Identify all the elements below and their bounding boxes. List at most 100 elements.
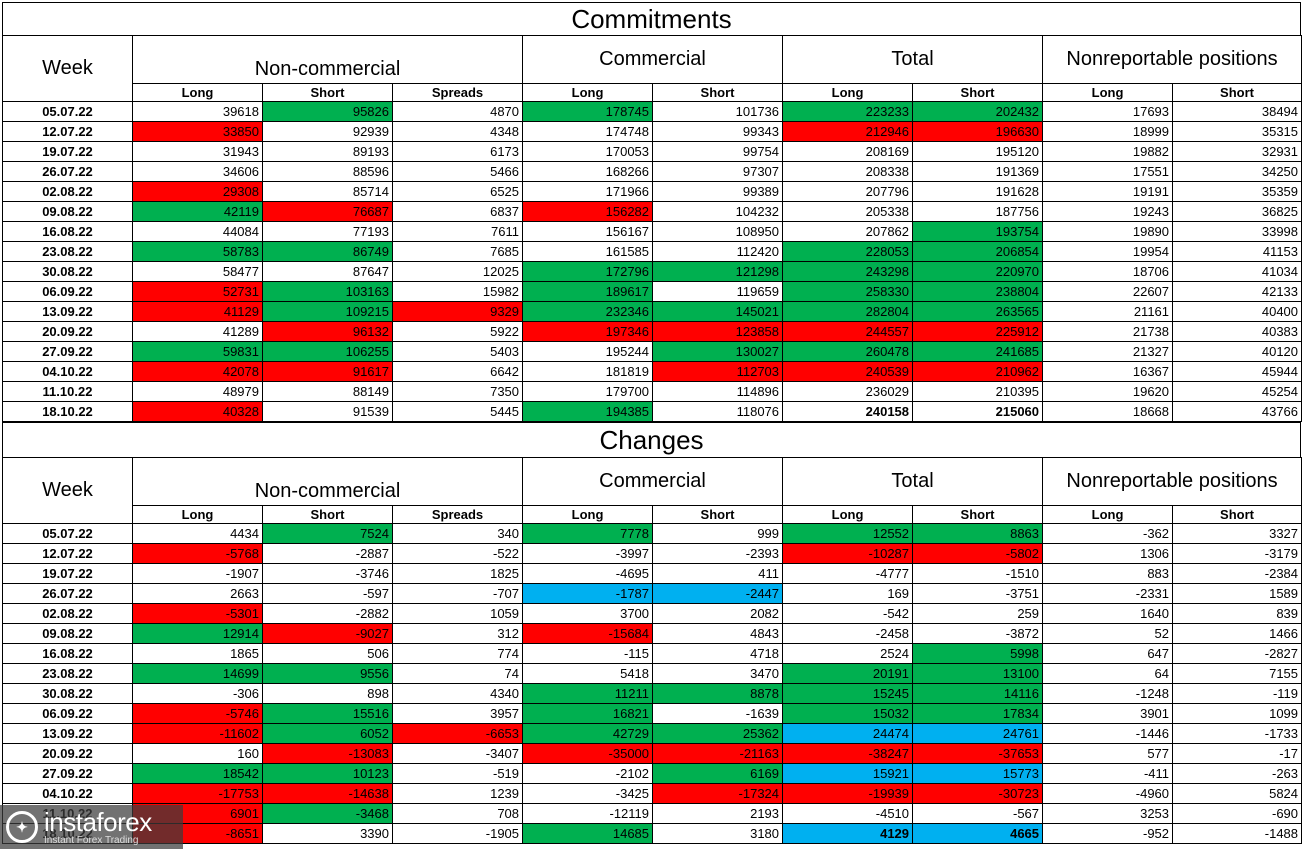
value-cell: 1825 (391, 563, 524, 584)
value-cell: -690 (1172, 803, 1303, 824)
week-cell: 27.09.22 (2, 341, 133, 362)
value-cell: 228053 (782, 241, 914, 262)
value-cell: -30723 (912, 783, 1044, 804)
week-header: Week (2, 457, 133, 524)
value-cell: 1059 (391, 603, 524, 624)
value-cell: 5466 (391, 161, 524, 182)
value-cell: 169 (782, 583, 914, 604)
value-cell: -411 (1042, 763, 1174, 784)
week-cell: 09.08.22 (2, 201, 133, 222)
value-cell: 112420 (652, 241, 784, 262)
value-cell: 4843 (652, 623, 784, 644)
value-cell: 91539 (262, 401, 393, 422)
week-cell: 30.08.22 (2, 683, 133, 704)
week-cell: 06.09.22 (2, 281, 133, 302)
commercial-header: Commercial (522, 35, 784, 84)
value-cell: 174748 (522, 121, 654, 142)
value-cell: 76687 (262, 201, 393, 222)
value-cell: 41289 (132, 321, 263, 342)
value-cell: 3327 (1172, 523, 1303, 544)
value-cell: 202432 (912, 101, 1044, 122)
value-cell: 193754 (912, 221, 1044, 242)
table-row: 18.10.22 40328 91539 5445 194385 118076 240158… (2, 401, 1303, 422)
sub-header: Short (1172, 83, 1303, 102)
value-cell: 191369 (912, 161, 1044, 182)
sub-header: Spreads (391, 83, 524, 102)
value-cell: -3872 (912, 623, 1044, 644)
value-cell: 21161 (1042, 301, 1174, 322)
value-cell: 3901 (1042, 703, 1174, 724)
value-cell: 898 (262, 683, 393, 704)
value-cell: 42133 (1172, 281, 1303, 302)
value-cell: -17 (1172, 743, 1303, 764)
value-cell: 42119 (132, 201, 263, 222)
value-cell: 4718 (652, 643, 784, 664)
value-cell: 14116 (912, 683, 1044, 704)
table-row: 16.08.22 1865 506 774 -115 4718 2524 5998 647 -28… (2, 643, 1303, 664)
value-cell: -35000 (522, 743, 654, 764)
sub-header: Long (132, 83, 263, 102)
value-cell: 7611 (391, 221, 524, 242)
value-cell: 6837 (391, 201, 524, 222)
value-cell: -1787 (522, 583, 654, 604)
week-cell: 23.08.22 (2, 241, 133, 262)
week-cell: 20.09.22 (2, 743, 133, 764)
week-cell: 30.08.22 (2, 261, 133, 282)
table-row: 23.08.22 58783 86749 7685 161585 112420 228053… (2, 241, 1303, 262)
value-cell: 2524 (782, 643, 914, 664)
value-cell: 2082 (652, 603, 784, 624)
week-cell: 19.07.22 (2, 563, 133, 584)
value-cell: 99754 (652, 141, 784, 162)
value-cell: -2887 (262, 543, 393, 564)
value-cell: 1239 (391, 783, 524, 804)
value-cell: 86749 (262, 241, 393, 262)
value-cell: -2384 (1172, 563, 1303, 584)
table-row: 20.09.22 41289 96132 5922 197346 123858 244557… (2, 321, 1303, 342)
week-cell: 16.08.22 (2, 643, 133, 664)
value-cell: -1733 (1172, 723, 1303, 744)
value-cell: 170053 (522, 141, 654, 162)
value-cell: 340 (391, 523, 524, 544)
table-row: 13.09.22 41129 109215 9329 232346 145021 28280… (2, 301, 1303, 322)
changes-section: Changes Week Non-commercial Commercial Total… (2, 422, 1303, 844)
sub-header: Short (262, 83, 393, 102)
commitments-section: Commitments Week Non-commercial Commercial T… (2, 2, 1303, 422)
value-cell: 282804 (782, 301, 914, 322)
value-cell: 5922 (391, 321, 524, 342)
value-cell: -263 (1172, 763, 1303, 784)
value-cell: -14638 (262, 783, 393, 804)
value-cell: -4777 (782, 563, 914, 584)
sub-header: Spreads (391, 505, 524, 524)
table-row: 18.10.22-86513390-190514685318041294665-… (2, 823, 1303, 844)
value-cell: 15921 (782, 763, 914, 784)
table-row: 16.08.22 44084 77193 7611 156167 108950 207862… (2, 221, 1303, 242)
group-header-row: Week Non-commercial Commercial Total Nonrepo… (2, 35, 1303, 102)
table-row: 11.10.22 48979 88149 7350 179700 114896 236029… (2, 381, 1303, 402)
value-cell: 145021 (652, 301, 784, 322)
group-header-row: Week Non-commercial Commercial Total Nonrepo… (2, 457, 1303, 524)
value-cell: 20191 (782, 663, 914, 684)
value-cell: 4665 (912, 823, 1044, 844)
value-cell: -15684 (522, 623, 654, 644)
value-cell: 48979 (132, 381, 263, 402)
value-cell: 263565 (912, 301, 1044, 322)
table-row: 30.08.22 -306 898 4340 11211 8878 15245 14116 -1… (2, 683, 1303, 704)
value-cell: 17693 (1042, 101, 1174, 122)
sub-header: Long (522, 505, 654, 524)
week-header: Week (2, 35, 133, 102)
value-cell: 4129 (782, 823, 914, 844)
value-cell: -37653 (912, 743, 1044, 764)
value-cell: 208169 (782, 141, 914, 162)
value-cell: 41129 (132, 301, 263, 322)
value-cell: -5301 (132, 603, 263, 624)
value-cell: 8878 (652, 683, 784, 704)
sub-header: Long (1042, 83, 1174, 102)
week-cell: 06.09.22 (2, 703, 133, 724)
value-cell: 312 (391, 623, 524, 644)
total-header: Total (782, 457, 1044, 506)
week-cell: 19.07.22 (2, 141, 133, 162)
value-cell: 1589 (1172, 583, 1303, 604)
value-cell: 161585 (522, 241, 654, 262)
value-cell: 236029 (782, 381, 914, 402)
table-row: 09.08.22 12914 -9027 312 -15684 4843 -2458 -387… (2, 623, 1303, 644)
